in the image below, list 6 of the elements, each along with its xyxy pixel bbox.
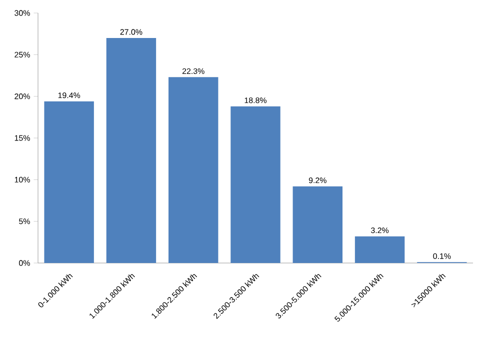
bar xyxy=(230,106,280,263)
bar xyxy=(292,186,342,263)
bar xyxy=(106,38,156,263)
bar xyxy=(354,236,405,263)
bar xyxy=(44,101,94,263)
bar xyxy=(168,77,218,263)
